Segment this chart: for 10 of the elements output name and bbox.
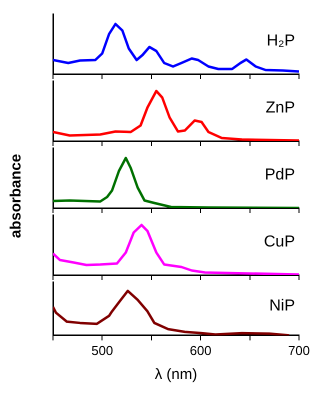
x-axis-title: λ (nm) (154, 366, 198, 384)
x-tick-label: 500 (91, 342, 114, 358)
series-label: PdP (264, 166, 295, 184)
series-label: NiP (269, 297, 295, 314)
x-tick-label: 600 (190, 342, 212, 358)
series-label: ZnP (266, 99, 295, 116)
series-label: CuP (264, 233, 295, 250)
series-label: H₂P (266, 32, 295, 50)
x-tick-label: 700 (288, 342, 310, 358)
y-axis-title: absorbance (8, 154, 24, 238)
